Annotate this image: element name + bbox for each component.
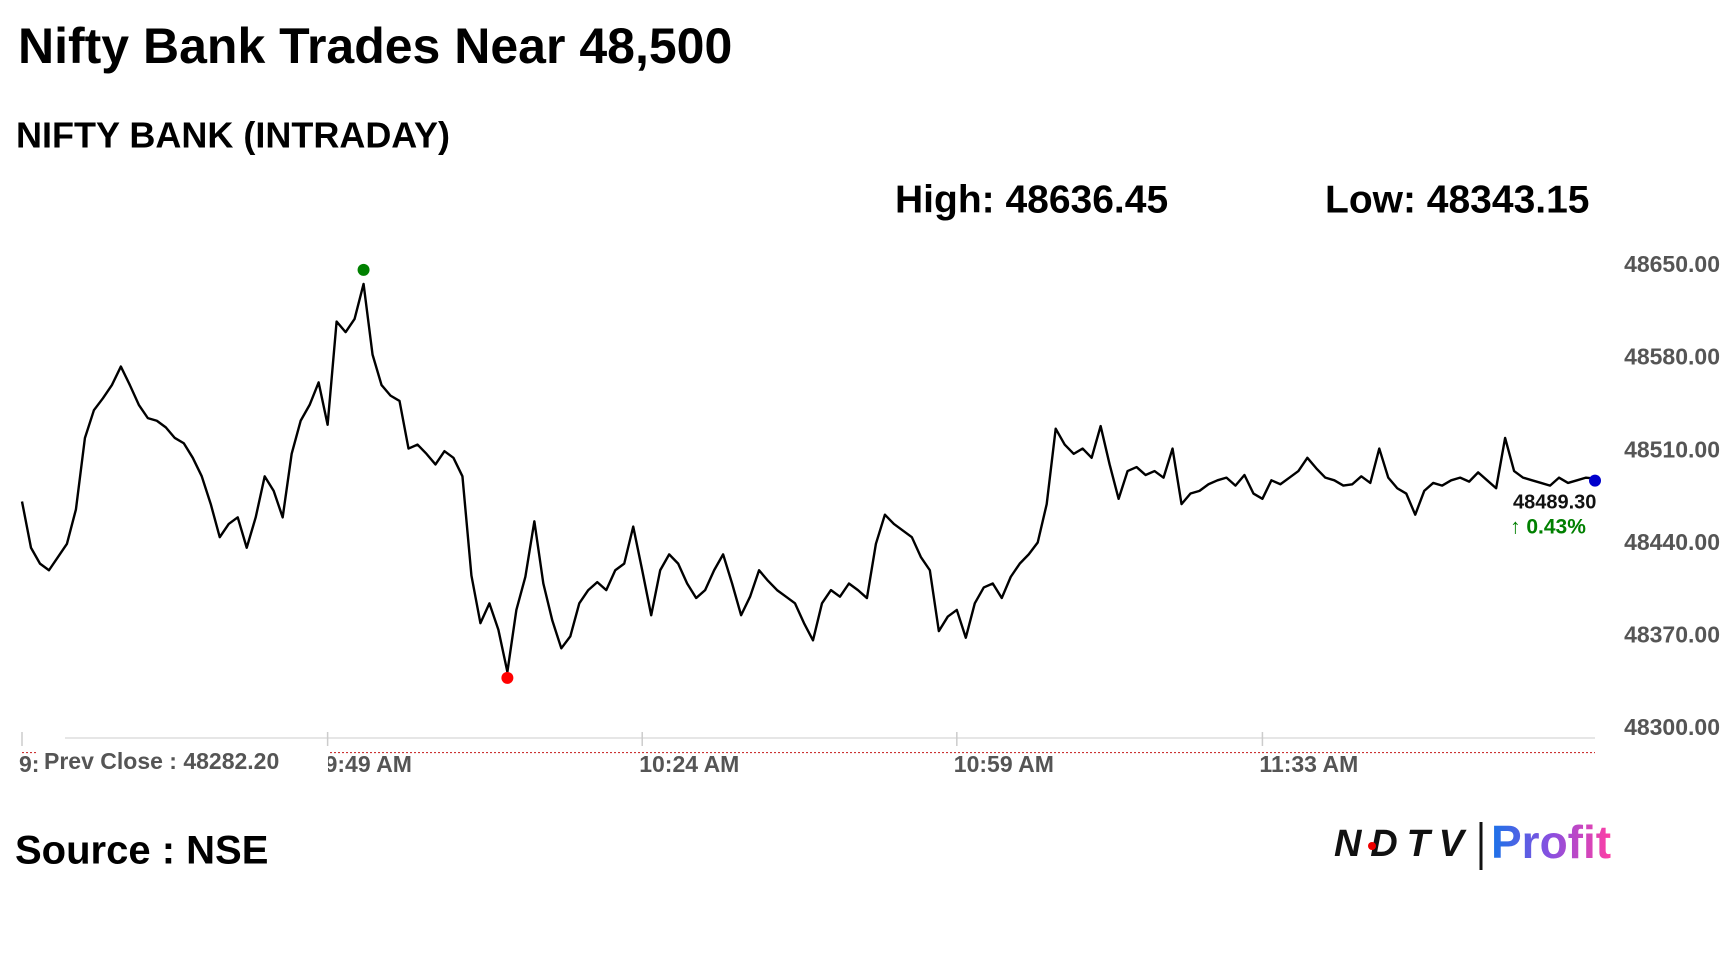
logo-profit: Profit — [1491, 816, 1611, 868]
y-tick-label: 48370.00 — [1624, 621, 1720, 647]
x-tick-label: 10:24 AM — [639, 751, 739, 777]
change-label: ↑ 0.43% — [1510, 516, 1586, 539]
source: Source : NSE — [15, 829, 268, 873]
prev-close-label: Prev Close : 48282.20 — [44, 748, 279, 774]
high-marker — [357, 263, 370, 276]
chart-subtitle: NIFTY BANK (INTRADAY) — [16, 115, 450, 156]
x-tick-label: 10:59 AM — [954, 751, 1054, 777]
y-tick-label: 48580.00 — [1624, 344, 1720, 370]
y-tick-label: 48510.00 — [1624, 436, 1720, 462]
low-marker — [501, 671, 514, 684]
low-annotation: Low: 48343.15 — [1325, 178, 1589, 221]
prev-close-bg — [38, 748, 328, 778]
x-tick-label: 9:49 AM — [325, 751, 412, 777]
logo: NDTV Profit — [1334, 816, 1611, 870]
x-tick-label: 11:33 AM — [1259, 751, 1358, 777]
logo-ndtv: NDTV — [1334, 823, 1467, 865]
chart-title: Nifty Bank Trades Near 48,500 — [18, 18, 732, 74]
price-line — [20, 282, 1596, 674]
x-tick-label: 9: — [19, 751, 39, 777]
y-tick-label: 48650.00 — [1624, 251, 1720, 277]
high-annotation: High: 48636.45 — [895, 178, 1168, 221]
y-tick-label: 48440.00 — [1624, 529, 1720, 555]
y-tick-label: 48300.00 — [1624, 714, 1720, 740]
last-marker — [1589, 474, 1601, 487]
logo-dot — [1368, 842, 1376, 850]
last-value-label: 48489.30 — [1513, 491, 1596, 513]
